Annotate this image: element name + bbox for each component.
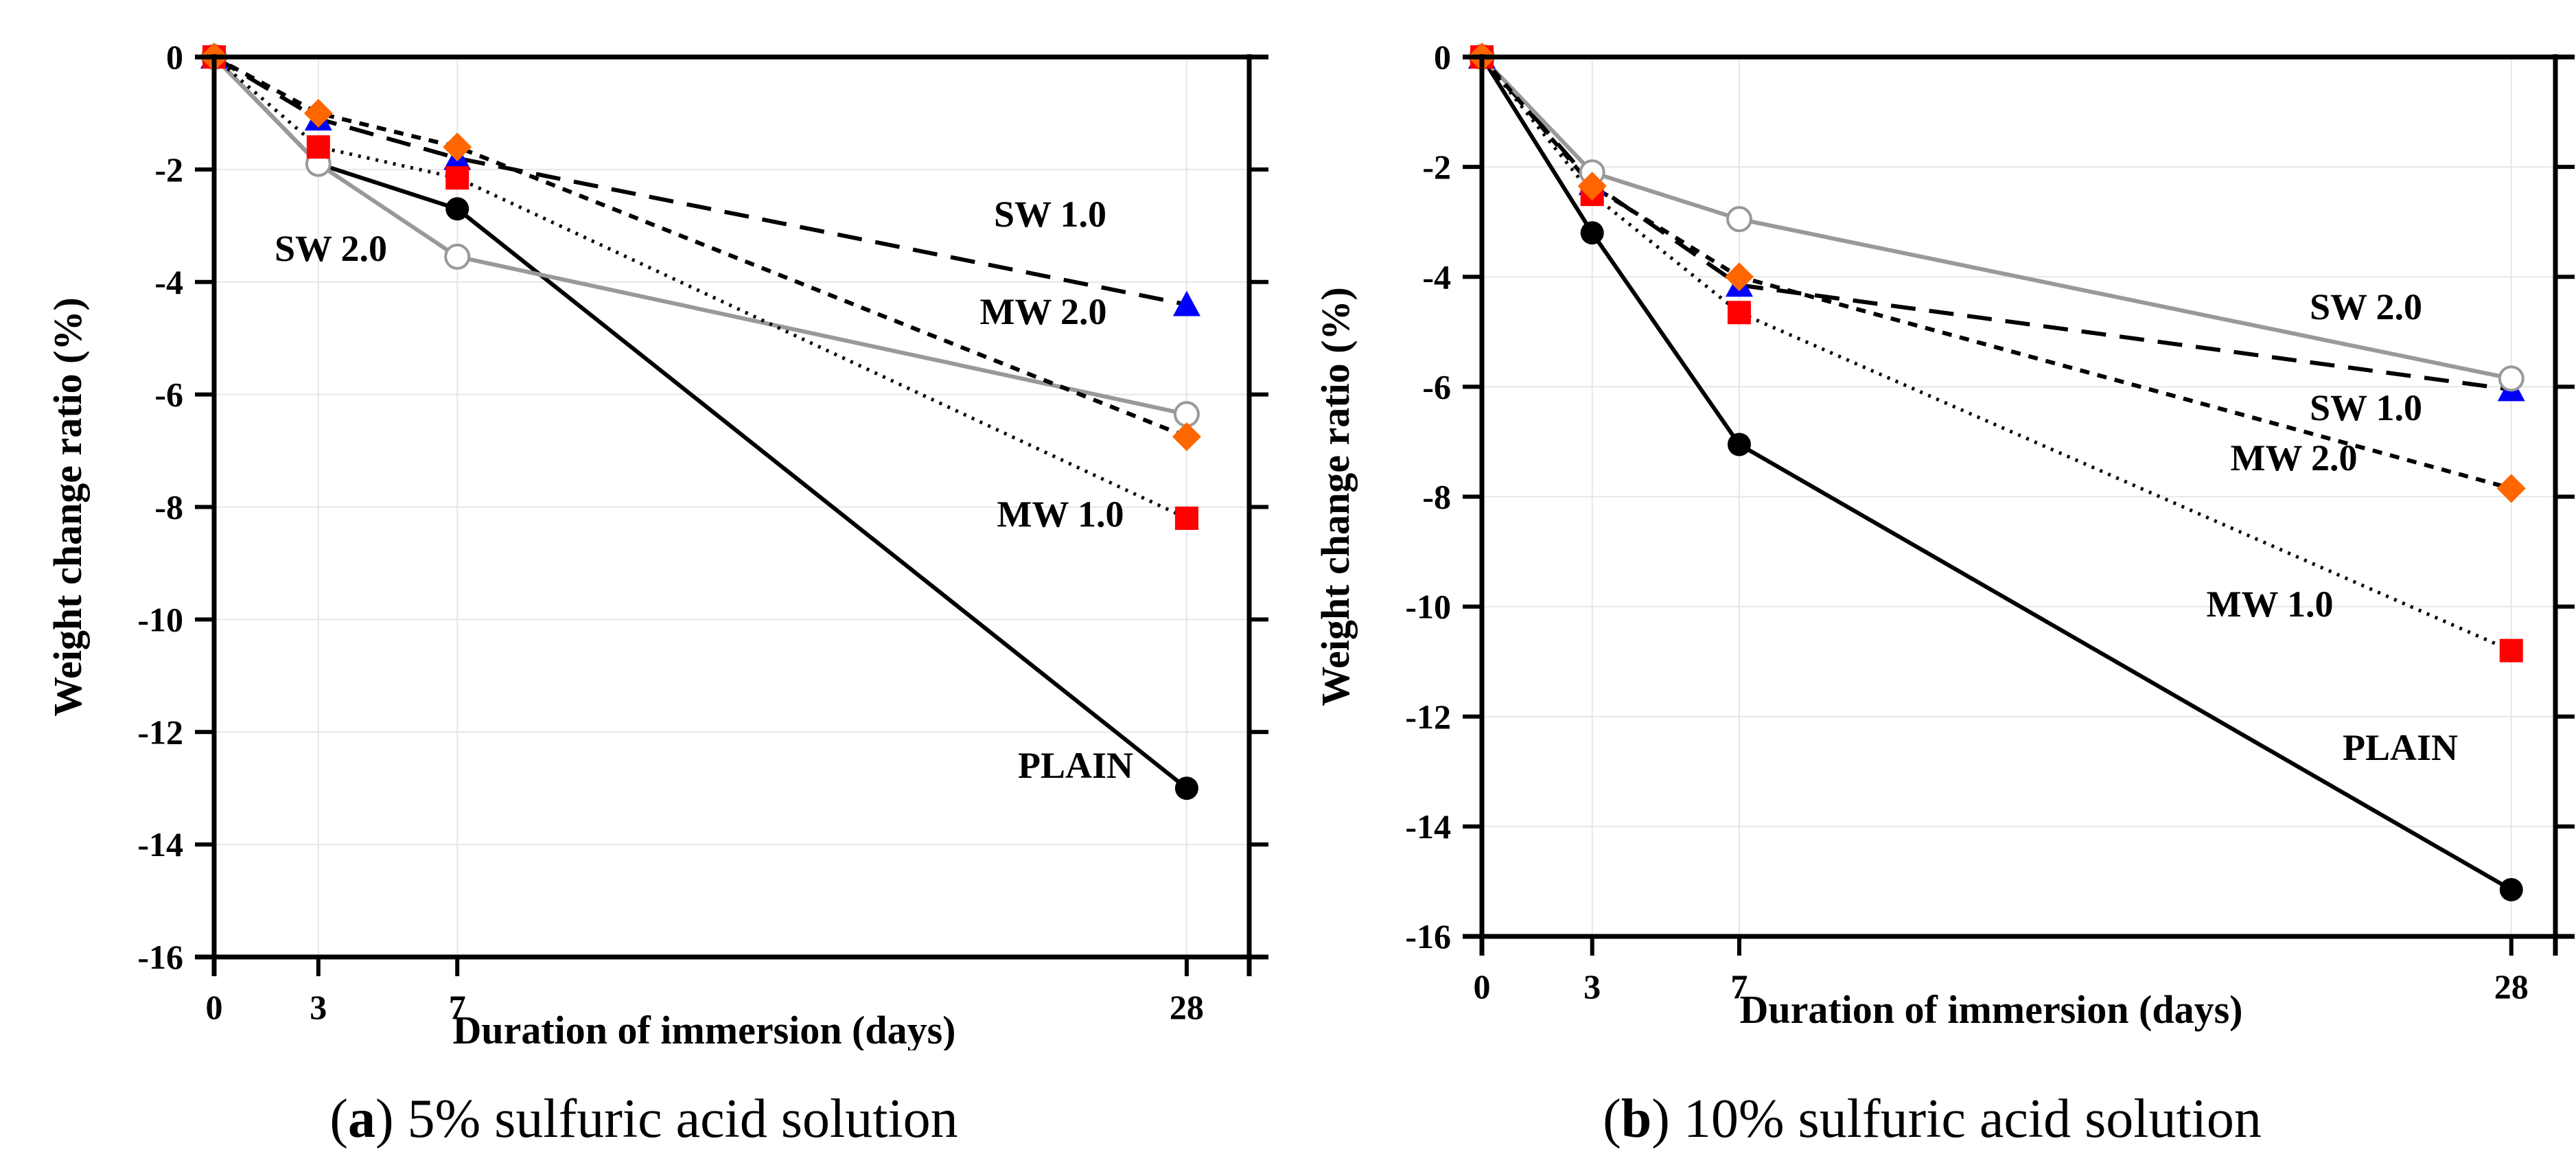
panel-b-x-axis-title: Duration of immersion (days) <box>1739 987 2242 1032</box>
caption-b: (b) 10% sulfuric acid solution <box>1603 1089 2262 1149</box>
panel-a-line-sw-2-0 <box>212 55 1187 417</box>
panel-a-point-mw-2-0 <box>303 98 333 128</box>
panel-b-ytick-label: -2 <box>1422 148 1451 186</box>
panel-b-xtick-label: 0 <box>1474 967 1491 1006</box>
panel-a-ytick-label: -8 <box>154 488 183 527</box>
panel-b-label-mw-1-0: MW 1.0 <box>2207 584 2334 625</box>
panel-b-point-mw-2-0 <box>1577 172 1607 201</box>
panel-b-series-labels: PLAIN SW 1.0 SW 2.0 MW 1.0 MW 2.0 <box>2207 286 2459 768</box>
panel-b-line-sw-1-0 <box>1480 56 2512 392</box>
panel-b-ytick-label: -6 <box>1422 367 1451 406</box>
chart-panel-a: 0 -2 -4 -6 -8 -10 -12 -14 -16 0 3 7 28 Duration of im… <box>45 38 1268 1050</box>
panel-b-ytick-label: -10 <box>1405 588 1451 626</box>
panel-a-point-plain <box>445 197 469 221</box>
panel-b-point-mw-2-0 <box>2496 474 2526 503</box>
panel-a-line-mw-1-0 <box>213 56 1187 520</box>
panel-a-label-mw-1-0: MW 1.0 <box>997 494 1124 535</box>
panel-b-xtick-label: 3 <box>1583 967 1601 1006</box>
panel-b-ytick-label: -8 <box>1422 478 1451 516</box>
panel-b-point-plain <box>1727 432 1751 457</box>
panel-b-ytick-label: -14 <box>1405 807 1451 846</box>
panel-a-point-mw-1-0 <box>445 166 469 190</box>
panel-a-xtick-label: 7 <box>449 988 466 1026</box>
panel-b-markers <box>1467 43 2526 901</box>
panel-a-point-plain <box>1174 776 1198 800</box>
panel-a-label-sw-1-0: SW 1.0 <box>994 194 1106 235</box>
panel-b-series-lines <box>1480 55 2513 892</box>
panel-b-xtick-label: 7 <box>1730 967 1748 1006</box>
panel-b-line-plain <box>1480 56 2513 892</box>
panel-b-label-sw-2-0: SW 2.0 <box>2310 286 2422 327</box>
panel-a-label-mw-2-0: MW 2.0 <box>980 291 1107 332</box>
panel-a-series-lines <box>212 55 1188 790</box>
panel-a-xtick-label: 28 <box>1170 988 1204 1026</box>
panel-a-point-sw-2-0 <box>444 243 471 270</box>
panel-a-line-sw-1-0 <box>213 55 1187 307</box>
panel-b-y-axis-title: Weight change ratio (%) <box>1313 287 1358 706</box>
caption-b-label: b <box>1621 1089 1652 1149</box>
panel-a-y-axis-title: Weight change ratio (%) <box>45 297 90 717</box>
panel-a-ytick-label: -12 <box>137 713 183 751</box>
panel-b-point-plain <box>2499 877 2523 901</box>
panel-a-ytick-label: -6 <box>154 376 183 414</box>
panel-a-line-plain <box>212 55 1188 790</box>
panel-a-point-sw-1-0 <box>1172 290 1200 316</box>
panel-a-point-mw-1-0 <box>1174 506 1198 530</box>
panel-b-point-sw-2-0 <box>2498 365 2525 392</box>
panel-a-xtick-label: 0 <box>206 988 223 1026</box>
panel-a-ytick-label: -2 <box>154 150 183 189</box>
panel-a-ytick-label: -4 <box>154 263 183 301</box>
panel-a-ytick-label: -14 <box>137 825 183 864</box>
caption-a: (a) 5% sulfuric acid solution <box>329 1089 958 1149</box>
panel-a-point-mw-1-0 <box>306 135 330 159</box>
panel-a-xtick-label: 3 <box>310 988 327 1026</box>
panel-b-point-mw-2-0 <box>1724 262 1754 292</box>
panel-b-line-sw-2-0 <box>1480 55 2512 381</box>
panel-b-line-mw-2-0 <box>1480 56 2512 491</box>
caption-a-text: 5% sulfuric acid solution <box>407 1089 958 1149</box>
panel-a-ytick-label: 0 <box>166 38 183 76</box>
panel-b-point-sw-2-0 <box>1726 206 1752 233</box>
panel-a-axes: 0 -2 -4 -6 -8 -10 -12 -14 -16 0 3 7 28 <box>137 38 1268 1026</box>
panel-a-point-mw-2-0 <box>443 132 472 162</box>
panel-a-x-axis-title: Duration of immersion (days) <box>452 1008 955 1050</box>
panel-b-line-mw-1-0 <box>1481 56 2512 652</box>
panel-b-label-plain: PLAIN <box>2343 727 2458 768</box>
panel-b-label-sw-1-0: SW 1.0 <box>2310 387 2422 428</box>
panel-b-point-mw-1-0 <box>2499 638 2523 662</box>
panel-a-label-sw-2-0: SW 2.0 <box>275 228 387 269</box>
panel-b-label-mw-2-0: MW 2.0 <box>2231 437 2358 478</box>
panel-a-series-labels: PLAIN SW 1.0 SW 2.0 MW 1.0 MW 2.0 <box>275 194 1133 786</box>
panel-b-point-mw-1-0 <box>1727 301 1751 325</box>
panel-a-label-plain: PLAIN <box>1018 745 1133 786</box>
panel-b-axes: 0 -2 -4 -6 -8 -10 -12 -14 -16 0 3 7 28 <box>1405 38 2575 1006</box>
panel-b-ytick-label: -16 <box>1405 917 1451 956</box>
panel-a-ytick-label: -16 <box>137 938 183 976</box>
chart-panel-b: 0 -2 -4 -6 -8 -10 -12 -14 -16 0 3 7 28 Duration of im… <box>1313 38 2575 1032</box>
panel-a-ytick-label: -10 <box>137 600 183 638</box>
panel-b-ytick-label: -12 <box>1405 697 1451 736</box>
panel-b-point-plain <box>1580 221 1604 245</box>
panel-a-line-mw-2-0 <box>213 55 1188 439</box>
caption-b-text: 10% sulfuric acid solution <box>1683 1089 2262 1149</box>
panel-a-point-mw-2-0 <box>1172 422 1201 452</box>
panel-b-ytick-label: -4 <box>1422 257 1451 296</box>
panel-b-xtick-label: 28 <box>2494 967 2529 1006</box>
panel-b-ytick-label: 0 <box>1434 38 1451 76</box>
panel-a-markers <box>200 43 1201 800</box>
caption-a-label: a <box>347 1089 375 1149</box>
